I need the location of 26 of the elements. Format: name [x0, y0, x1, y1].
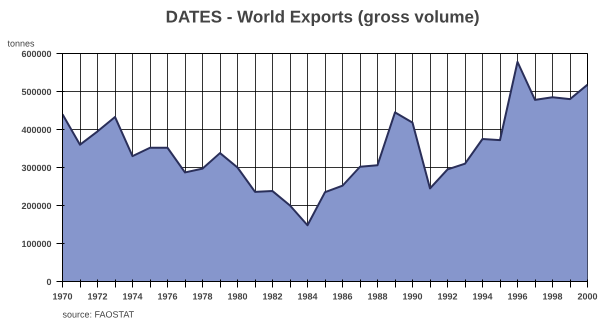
y-tick-label: 300000: [21, 163, 52, 173]
x-tick-label: 1994: [472, 292, 493, 302]
x-tick-label: 1978: [192, 292, 213, 302]
x-tick-label: 1984: [297, 292, 318, 302]
x-tick-label: 1988: [367, 292, 388, 302]
x-tick-label: 1996: [507, 292, 528, 302]
x-tick-label: 1970: [52, 292, 73, 302]
x-tick-label: 1992: [437, 292, 458, 302]
x-tick-label: 1980: [227, 292, 248, 302]
x-tick-label: 1986: [332, 292, 353, 302]
y-axis-title: tonnes: [8, 38, 36, 48]
y-tick-label: 200000: [21, 201, 52, 211]
x-tick-label: 2000: [577, 292, 598, 302]
x-tick-label: 1990: [402, 292, 423, 302]
y-tick-label: 600000: [21, 49, 52, 59]
y-tick-label: 0: [46, 277, 52, 287]
x-tick-label: 1976: [157, 292, 178, 302]
y-tick-label: 100000: [21, 239, 52, 249]
y-tick-label: 400000: [21, 125, 52, 135]
x-tick-label: 1982: [262, 292, 283, 302]
source-note: source: FAOSTAT: [62, 310, 135, 320]
x-tick-label: 1972: [87, 292, 108, 302]
x-tick-label: 1998: [542, 292, 563, 302]
chart-title: DATES - World Exports (gross volume): [166, 8, 480, 26]
x-tick-label: 1974: [122, 292, 143, 302]
y-tick-label: 500000: [21, 87, 52, 97]
